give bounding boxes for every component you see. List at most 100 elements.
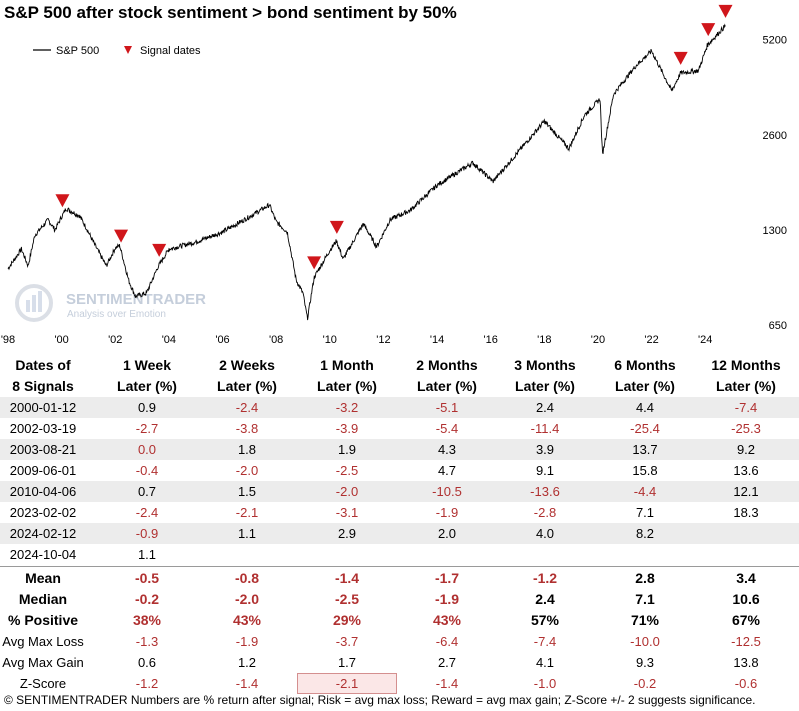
stats-row: Avg Max Loss -1.3 -1.9 -3.7 -6.4 -7.4 -10.0 -12…	[0, 631, 799, 652]
table-row: 2002-03-19 -2.7 -3.8 -3.9 -5.4 -11.4 -25.4 -25.…	[0, 418, 799, 439]
stats-value: -2.1	[335, 676, 359, 691]
signal-marker-2003-08-21	[152, 243, 167, 257]
stats-value: -1.4	[235, 676, 259, 691]
legend-signal-marker	[124, 46, 132, 54]
summary-value: -2.5	[334, 591, 360, 607]
return-cell: -2.0	[335, 484, 359, 499]
summary-value: 38%	[132, 612, 162, 628]
return-cell	[399, 544, 495, 565]
return-cell: 8.2	[635, 526, 655, 541]
stats-value: 0.6	[137, 655, 157, 670]
x-tick-label: '06	[215, 334, 229, 346]
signal-results-table: Dates of 8 Signals 1 Week Later (%) 2 Weeks L…	[0, 355, 799, 694]
stats-value: 9.3	[635, 655, 655, 670]
stats-value: -1.4	[435, 676, 459, 691]
return-cell: 1.1	[137, 547, 157, 562]
stats-value: -7.4	[533, 634, 557, 649]
stats-value: -1.3	[135, 634, 159, 649]
x-tick-label: '18	[537, 334, 551, 346]
table-row: 2003-08-21 0.0 1.8 1.9 4.3 3.9 13.7 9.2	[0, 439, 799, 460]
return-cell: 13.7	[632, 442, 658, 457]
sp500-line	[7, 23, 726, 321]
return-cell: 2.0	[437, 526, 457, 541]
return-cell: 0.9	[137, 400, 157, 415]
table-row: 2009-06-01 -0.4 -2.0 -2.5 4.7 9.1 15.8 13.6	[0, 460, 799, 481]
column-header: 12 Months Later (%)	[711, 357, 781, 394]
summary-value: 57%	[530, 612, 560, 628]
return-cell: 3.9	[535, 442, 555, 457]
return-cell: 0.7	[137, 484, 157, 499]
summary-value: 3.4	[736, 570, 756, 586]
summary-value: -1.4	[334, 570, 360, 586]
summary-value: -0.5	[134, 570, 160, 586]
signal-date-cell: 2009-06-01	[9, 463, 77, 478]
signal-marker-2024-10-04	[718, 4, 733, 18]
summary-label: Median	[18, 591, 68, 607]
return-cell: 4.4	[635, 400, 655, 415]
legend-sp500-label: S&P 500	[56, 45, 99, 57]
return-cell	[497, 544, 593, 565]
stats-value: 1.2	[237, 655, 257, 670]
column-header: 1 Month Later (%)	[317, 357, 377, 394]
return-cell: 18.3	[733, 505, 759, 520]
table-row: 2023-02-02 -2.4 -2.1 -3.1 -1.9 -2.8 7.1 18.3	[0, 502, 799, 523]
column-header: 1 Week Later (%)	[117, 357, 177, 394]
stats-value: -6.4	[435, 634, 459, 649]
legend-signal-label: Signal dates	[140, 45, 201, 57]
x-tick-label: '02	[108, 334, 122, 346]
watermark-logo	[15, 284, 53, 322]
signal-date-cell: 2002-03-19	[9, 421, 77, 436]
return-cell	[199, 544, 295, 565]
return-cell: 4.0	[535, 526, 555, 541]
return-cell: 1.9	[337, 442, 357, 457]
return-cell: 9.2	[736, 442, 756, 457]
x-tick-label: '20	[591, 334, 605, 346]
signal-marker-2023-02-02	[673, 51, 688, 65]
return-cell: -2.4	[235, 400, 259, 415]
summary-value: 67%	[731, 612, 761, 628]
summary-value: -2.0	[234, 591, 260, 607]
return-cell: 15.8	[632, 463, 658, 478]
summary-value: -0.2	[134, 591, 160, 607]
return-cell: -4.4	[633, 484, 657, 499]
return-cell: -2.4	[135, 505, 159, 520]
x-tick-label: '12	[376, 334, 390, 346]
stats-value: -1.0	[533, 676, 557, 691]
return-cell: 2.9	[337, 526, 357, 541]
column-header: 2 Weeks Later (%)	[217, 357, 277, 394]
summary-value: 43%	[432, 612, 462, 628]
table-row: 2010-04-06 0.7 1.5 -2.0 -10.5 -13.6 -4.4 12.1	[0, 481, 799, 502]
summary-value: -1.2	[532, 570, 558, 586]
return-cell	[698, 544, 794, 565]
summary-row: Mean -0.5 -0.8 -1.4 -1.7 -1.2 2.8 3.4	[0, 568, 799, 589]
return-cell: -5.1	[435, 400, 459, 415]
return-cell: 13.6	[733, 463, 759, 478]
table-row: 2024-10-04 1.1	[0, 544, 799, 565]
zscore-highlight	[297, 673, 397, 694]
signal-date-cell: 2024-02-12	[9, 526, 77, 541]
return-cell: -2.5	[335, 463, 359, 478]
return-cell: -2.7	[135, 421, 159, 436]
table-divider	[0, 565, 799, 568]
return-cell: 1.5	[237, 484, 257, 499]
x-tick-label: '04	[162, 334, 176, 346]
stats-row: Z-Score -1.2 -1.4 -2.1 -1.4 -1.0 -0.2 -0.6	[0, 673, 799, 694]
return-cell: 7.1	[635, 505, 655, 520]
return-cell: -2.1	[235, 505, 259, 520]
return-cell: 0.0	[137, 442, 157, 457]
return-cell: -11.4	[530, 421, 560, 436]
return-cell: -25.4	[630, 421, 660, 436]
signal-date-cell: 2024-10-04	[9, 547, 77, 562]
return-cell: 9.1	[535, 463, 555, 478]
summary-value: 43%	[232, 612, 262, 628]
plot-area: 650 1300 2600 5200 '98 '00 '02 '04 '06 '08 '10 '12 '…	[1, 4, 787, 346]
stats-value: -1.9	[235, 634, 259, 649]
return-cell: -2.8	[533, 505, 557, 520]
summary-row: % Positive 38% 43% 29% 43% 57% 71% 67%	[0, 610, 799, 631]
y-tick-label: 2600	[763, 130, 787, 142]
signal-marker-2002-03-19	[114, 229, 129, 243]
column-header: 2 Months Later (%)	[416, 357, 478, 394]
summary-value: 2.8	[635, 570, 655, 586]
stats-label: Avg Max Gain	[2, 655, 84, 670]
stats-value: 2.7	[437, 655, 457, 670]
